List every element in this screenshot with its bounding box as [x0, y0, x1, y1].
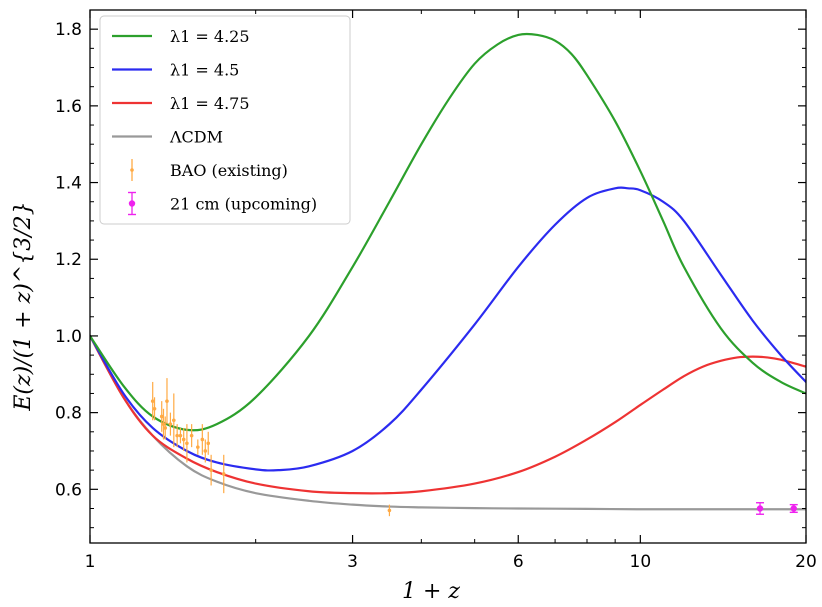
- bao-point-0: [150, 381, 155, 421]
- bao-point-7: [172, 393, 176, 448]
- x-axis-label-text: 1 + z: [402, 579, 460, 604]
- data-marker: [206, 441, 211, 446]
- data-marker: [209, 468, 213, 472]
- bao-point-13: [196, 439, 200, 455]
- axes-frame: [89, 9, 807, 544]
- legend-label-1: λ1 = 4.5: [170, 61, 239, 80]
- series-line-3: [90, 334, 806, 511]
- bao-point-16: [206, 431, 211, 455]
- bao-point-2: [159, 401, 164, 432]
- plot-area: 1 3 6 10 20 0.6 0.8 1.0 1.2 1.4 1.6 1.8: [55, 9, 817, 572]
- data-marker: [150, 399, 155, 403]
- bao-point-17: [209, 454, 213, 486]
- legend-label-2: λ1 = 4.75: [170, 94, 250, 113]
- data-marker: [161, 422, 166, 426]
- legend-label-3: ΛCDM: [169, 128, 223, 147]
- data-marker: [196, 445, 200, 449]
- legend-entry-3: ΛCDM: [112, 128, 223, 147]
- y-tick-label-3: 1.2: [55, 250, 82, 270]
- bao-point-5: [165, 378, 169, 425]
- series-line-2: [90, 334, 806, 495]
- series-line-0: [90, 32, 806, 432]
- legend-entry-2: λ1 = 4.75: [112, 94, 250, 113]
- y-tick-label-5: 1.6: [55, 97, 82, 117]
- data-marker: [221, 472, 226, 476]
- legend-swatch-marker: [130, 168, 134, 172]
- x-tick-label-1: 3: [347, 552, 358, 572]
- x-tick-label-4: 20: [795, 552, 817, 572]
- data-marker: [387, 508, 392, 513]
- legend-items: λ1 = 4.25 λ1 = 4.5 λ1 = 4.75 ΛCDM BAO (exist…: [112, 27, 317, 216]
- data-marker: [172, 418, 176, 423]
- legend-entry-1: λ1 = 4.5: [112, 61, 239, 80]
- data-marker: [159, 414, 164, 419]
- legend-label-5: 21 cm (upcoming): [170, 195, 317, 214]
- curve-layer: [90, 32, 806, 511]
- y-axis-label: E(z)/(1 + z)^{3/2}: [11, 201, 36, 411]
- x-tick-label-0: 1: [85, 552, 96, 572]
- data-marker: [200, 437, 205, 442]
- legend-label-4: BAO (existing): [170, 161, 288, 180]
- bao-point-11: [185, 424, 189, 463]
- data-marker: [181, 437, 186, 442]
- legend-entry-5: 21 cm (upcoming): [128, 191, 317, 216]
- bao-point-1: [152, 397, 157, 421]
- data-marker: [756, 505, 764, 512]
- errorbar-layer: [150, 378, 798, 517]
- y-tick-label-6: 1.8: [55, 20, 82, 40]
- y-axis-label-text: E(z)/(1 + z)^{3/2}: [11, 201, 36, 411]
- bao-point-19: [387, 504, 392, 517]
- bao-point-14: [200, 424, 205, 455]
- cm21-point-1: [789, 503, 798, 514]
- tick-layer: [89, 10, 807, 543]
- bao-point-4: [163, 416, 168, 440]
- data-marker: [175, 433, 179, 438]
- bao-point-10: [181, 427, 186, 451]
- data-marker: [185, 441, 189, 446]
- bao-point-15: [203, 439, 208, 463]
- data-marker: [178, 433, 183, 438]
- legend-entry-4: BAO (existing): [130, 159, 288, 181]
- data-marker: [163, 426, 168, 430]
- x-tick-label-3: 10: [630, 552, 652, 572]
- bao-point-12: [189, 424, 194, 448]
- legend-swatch-marker: [128, 200, 136, 207]
- series-line-1: [90, 186, 806, 472]
- data-marker: [165, 399, 169, 403]
- bao-point-18: [221, 454, 226, 494]
- bao-point-8: [175, 424, 179, 448]
- y-tick-label-1: 0.8: [55, 404, 82, 424]
- data-marker: [203, 449, 208, 453]
- y-tick-label-4: 1.4: [55, 174, 82, 194]
- x-tick-label-2: 6: [513, 552, 524, 572]
- legend-entry-0: λ1 = 4.25: [112, 27, 250, 46]
- y-tick-label-0: 0.6: [55, 480, 82, 500]
- data-marker: [152, 406, 157, 411]
- cm21-point-0: [756, 502, 765, 515]
- x-axis-label: 1 + z: [402, 579, 460, 604]
- y-tick-label-2: 1.0: [55, 327, 82, 347]
- bao-point-3: [161, 408, 166, 440]
- data-marker: [790, 505, 797, 512]
- legend: λ1 = 4.25 λ1 = 4.5 λ1 = 4.75 ΛCDM BAO (exist…: [99, 15, 351, 225]
- bao-point-9: [178, 427, 183, 444]
- legend-label-0: λ1 = 4.25: [170, 27, 250, 46]
- tick-label-layer: 1 3 6 10 20 0.6 0.8 1.0 1.2 1.4 1.6 1.8: [55, 20, 817, 572]
- data-marker: [168, 422, 173, 426]
- data-marker: [189, 433, 194, 438]
- legend-frame: [99, 15, 351, 225]
- bao-point-6: [168, 412, 173, 436]
